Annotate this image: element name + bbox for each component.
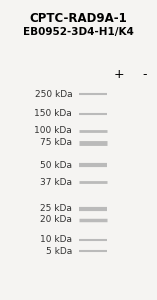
Text: 20 kDa: 20 kDa <box>40 215 72 224</box>
Text: 50 kDa: 50 kDa <box>40 160 72 169</box>
Text: 25 kDa: 25 kDa <box>40 204 72 213</box>
Text: 250 kDa: 250 kDa <box>35 90 72 99</box>
Text: CPTC-RAD9A-1: CPTC-RAD9A-1 <box>30 12 127 25</box>
Text: EB0952-3D4-H1/K4: EB0952-3D4-H1/K4 <box>23 27 134 37</box>
Text: 100 kDa: 100 kDa <box>35 126 72 135</box>
Text: 37 kDa: 37 kDa <box>40 178 72 187</box>
Text: 150 kDa: 150 kDa <box>35 110 72 118</box>
Text: 5 kDa: 5 kDa <box>46 247 72 256</box>
Text: +: + <box>114 68 125 82</box>
Text: -: - <box>142 68 147 82</box>
Text: 75 kDa: 75 kDa <box>40 138 72 147</box>
Text: 10 kDa: 10 kDa <box>40 236 72 244</box>
